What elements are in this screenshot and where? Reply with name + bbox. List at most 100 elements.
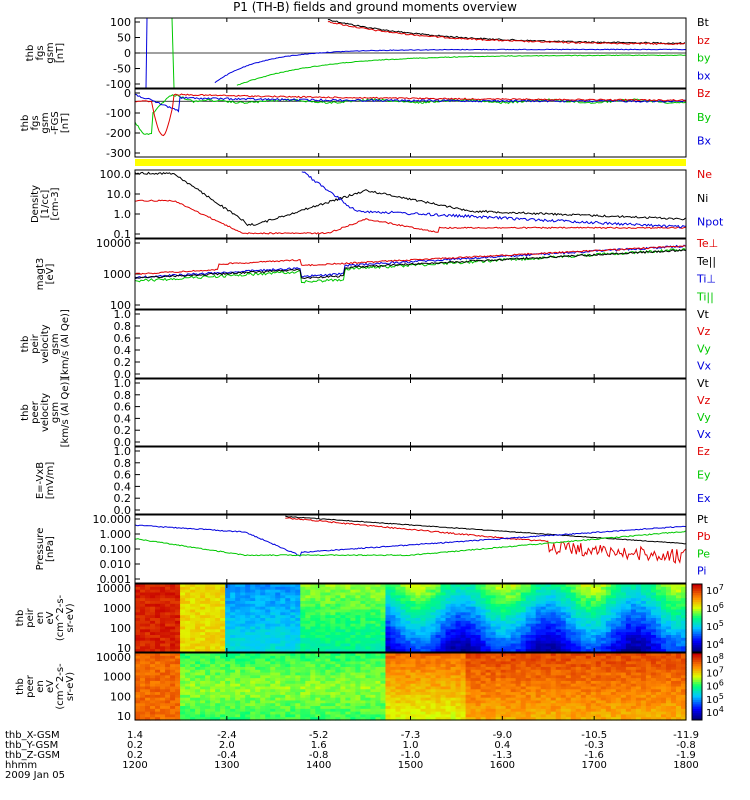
heat-cell bbox=[355, 658, 362, 662]
heat-cell bbox=[480, 678, 487, 682]
heat-cell bbox=[355, 606, 362, 611]
heat-cell bbox=[180, 658, 186, 662]
heat-cell bbox=[175, 615, 181, 619]
heat-cell bbox=[640, 584, 647, 588]
heat-cell bbox=[245, 640, 251, 645]
heat-cell bbox=[360, 711, 367, 716]
heat-cell bbox=[255, 618, 261, 622]
heat-cell bbox=[275, 669, 281, 674]
heat-cell bbox=[290, 620, 296, 625]
heat-cell bbox=[145, 708, 151, 713]
heat-cell bbox=[365, 692, 372, 696]
heat-cell bbox=[270, 717, 276, 721]
heat-cell bbox=[650, 618, 657, 622]
heat-cell bbox=[450, 584, 457, 588]
heat-cell bbox=[365, 586, 372, 591]
heat-cell bbox=[305, 692, 311, 696]
heat-cell bbox=[285, 603, 291, 608]
heat-cell bbox=[510, 717, 517, 721]
heat-cell bbox=[530, 714, 537, 718]
heat-cell bbox=[645, 589, 652, 594]
heat-cell bbox=[420, 686, 427, 690]
heat-cell bbox=[485, 703, 492, 707]
heat-cell bbox=[370, 626, 377, 630]
heat-cell bbox=[585, 601, 592, 605]
heat-cell bbox=[480, 666, 487, 671]
heat-cell bbox=[565, 689, 572, 693]
heat-cell bbox=[360, 598, 367, 602]
heat-cell bbox=[445, 694, 452, 699]
heat-cell bbox=[470, 586, 477, 591]
series-Ni bbox=[134, 171, 686, 227]
heat-cell bbox=[650, 646, 657, 650]
heat-cell bbox=[480, 661, 487, 665]
heat-cell bbox=[210, 683, 216, 688]
heat-cell bbox=[160, 612, 166, 616]
heat-cell bbox=[200, 717, 206, 721]
heat-cell bbox=[595, 618, 602, 622]
heat-cell bbox=[275, 629, 281, 633]
heat-cell bbox=[265, 637, 271, 642]
heat-cell bbox=[205, 689, 211, 693]
heat-cell bbox=[515, 692, 522, 696]
heat-cell bbox=[145, 603, 151, 608]
heat-cell bbox=[190, 592, 196, 596]
heat-cell bbox=[465, 592, 472, 596]
heat-cell bbox=[595, 598, 602, 602]
heat-cell bbox=[290, 603, 296, 608]
heat-cell bbox=[350, 711, 356, 716]
heat-cell bbox=[575, 584, 582, 588]
heat-cell bbox=[320, 680, 326, 685]
heat-cell bbox=[460, 612, 467, 616]
heat-cell bbox=[365, 592, 372, 596]
heat-cell bbox=[560, 612, 567, 616]
heat-cell bbox=[170, 653, 176, 657]
heat-cell bbox=[245, 678, 251, 682]
heat-cell bbox=[290, 694, 296, 699]
heat-cell bbox=[560, 623, 567, 628]
heat-cell bbox=[505, 694, 512, 699]
heat-cell bbox=[385, 629, 392, 633]
heat-cell bbox=[445, 653, 452, 657]
heat-cell bbox=[525, 632, 532, 636]
heat-cell bbox=[220, 675, 226, 679]
heat-cell bbox=[490, 620, 497, 625]
heat-cell bbox=[240, 680, 246, 685]
heat-cell bbox=[415, 706, 422, 710]
heat-cell bbox=[450, 598, 457, 602]
heat-cell bbox=[505, 675, 512, 679]
heat-cell bbox=[525, 678, 532, 682]
heat-cell bbox=[255, 620, 261, 625]
heat-cell bbox=[220, 640, 226, 645]
heat-cell bbox=[205, 601, 211, 605]
heat-cell bbox=[150, 700, 156, 704]
heat-cell bbox=[360, 692, 367, 696]
heat-cell bbox=[565, 601, 572, 605]
heat-cell bbox=[255, 635, 261, 639]
heat-cell bbox=[240, 672, 246, 676]
heat-cell bbox=[305, 609, 311, 613]
heat-cell bbox=[565, 629, 572, 633]
heat-cell bbox=[150, 711, 156, 716]
heat-cell bbox=[335, 601, 341, 605]
heat-cell bbox=[665, 643, 672, 647]
heat-cell bbox=[405, 703, 412, 707]
heat-cell bbox=[255, 689, 261, 693]
heat-cell bbox=[135, 592, 141, 596]
heat-cell bbox=[180, 649, 186, 653]
heat-cell bbox=[290, 601, 296, 605]
heat-cell bbox=[575, 629, 582, 633]
heat-cell bbox=[225, 692, 231, 696]
heat-cell bbox=[365, 683, 372, 688]
y-tick-label: 0 bbox=[124, 87, 131, 100]
heat-cell bbox=[415, 649, 422, 653]
heat-cell bbox=[195, 640, 201, 645]
heat-cell bbox=[390, 643, 397, 647]
heat-cell bbox=[355, 643, 362, 647]
heat-cell bbox=[545, 655, 552, 660]
heat-cell bbox=[270, 666, 276, 671]
heat-cell bbox=[235, 658, 241, 662]
heat-cell bbox=[425, 584, 432, 588]
heat-cell bbox=[545, 666, 552, 671]
heat-cell bbox=[455, 717, 462, 721]
